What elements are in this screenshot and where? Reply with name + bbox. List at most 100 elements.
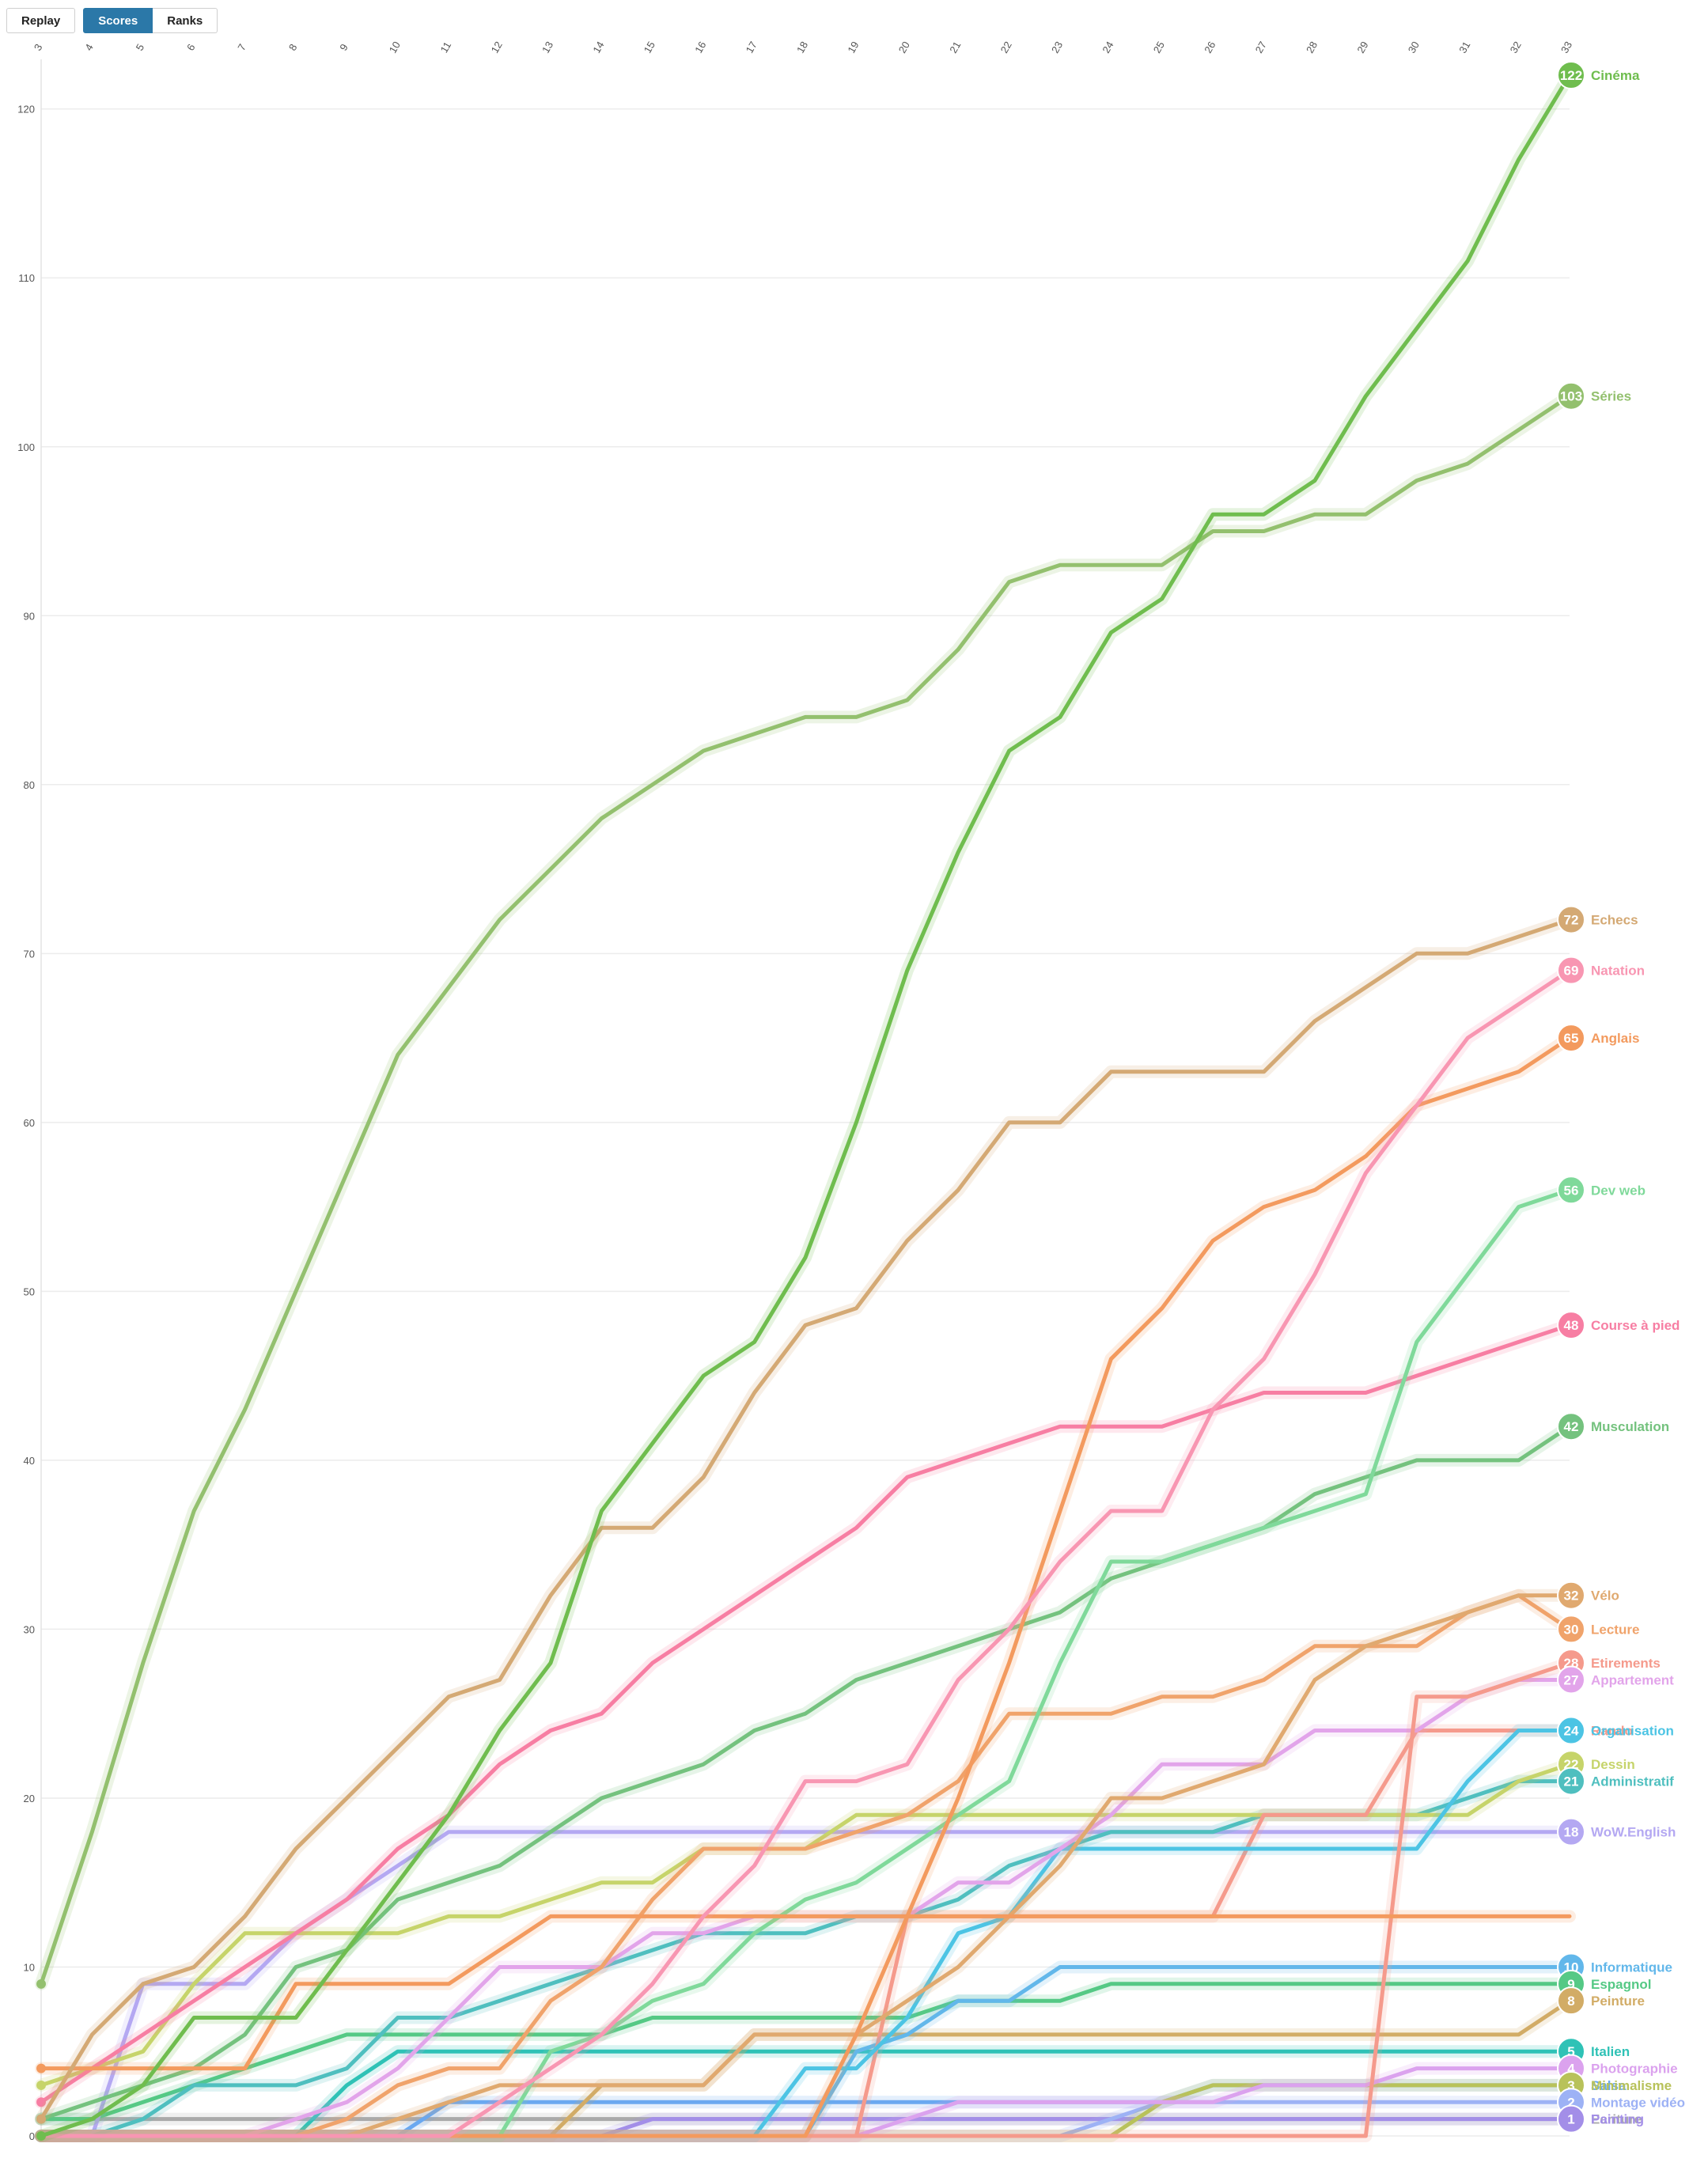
scores-tab[interactable]: Scores — [83, 8, 153, 33]
end-value-badge — [1557, 1665, 1585, 1695]
end-value-badge — [1557, 2104, 1585, 2134]
end-value-text: 30 — [1564, 1622, 1579, 1637]
series-name-label: Minimalisme — [1591, 2078, 1672, 2093]
end-value-text: 48 — [1564, 1318, 1579, 1333]
x-tick-label: 4 — [82, 42, 96, 53]
series-name-label: Espagnol — [1591, 1977, 1652, 1992]
x-tick-label: 26 — [1202, 40, 1218, 55]
x-tick-label: 7 — [235, 42, 248, 53]
x-tick-label: 32 — [1508, 40, 1524, 55]
series-line[interactable] — [39, 394, 1572, 1986]
y-tick-label: 0 — [29, 2130, 35, 2142]
y-tick-label: 100 — [17, 441, 35, 453]
series-name-label: Ecriture — [1591, 2112, 1642, 2127]
y-axis-ticks: 0 10 20 30 40 50 60 70 80 90 100 110 120 — [17, 104, 35, 2142]
y-tick-label: 80 — [24, 779, 35, 791]
series-name-label: Anglais — [1591, 1031, 1639, 1046]
end-value-badge — [1557, 1817, 1585, 1846]
x-tick-label: 3 — [32, 42, 45, 53]
end-value-text: 27 — [1564, 1672, 1579, 1687]
y-tick-label: 120 — [17, 104, 35, 115]
series-name-label: Dessin — [1591, 1757, 1635, 1772]
x-tick-label: 24 — [1100, 40, 1115, 55]
series-name-label: Salsa — [1591, 2078, 1627, 2093]
series-name-label: Séries — [1591, 389, 1631, 404]
series-line[interactable] — [39, 1323, 1572, 2104]
end-value-text: 2 — [1567, 2095, 1574, 2110]
end-value-badge — [1557, 1024, 1585, 1053]
end-value-text: 65 — [1564, 1031, 1579, 1046]
end-value-text: 24 — [1564, 1724, 1579, 1739]
end-value-text: 4 — [1567, 2062, 1575, 2077]
end-value-text: 3 — [1567, 2078, 1574, 2093]
y-tick-label: 30 — [24, 1623, 35, 1635]
end-value-badge — [1557, 61, 1585, 89]
series-name-label: Musculation — [1591, 1419, 1669, 1434]
ranks-tab[interactable]: Ranks — [153, 8, 218, 33]
series-line[interactable] — [39, 918, 1572, 2122]
end-value-text: 56 — [1564, 1183, 1579, 1198]
end-value-text: 5 — [1567, 2044, 1574, 2059]
x-tick-label: 25 — [1151, 40, 1167, 55]
series-name-label: Photographie — [1591, 2062, 1678, 2077]
x-tick-label: 13 — [540, 40, 555, 55]
end-value-text: 18 — [1564, 1825, 1579, 1840]
end-value-text: 122 — [1560, 68, 1582, 83]
end-value-badge — [1557, 1311, 1585, 1340]
series-line[interactable] — [39, 73, 1572, 2138]
end-value-text: 42 — [1564, 1419, 1579, 1434]
series-name-label: Organisation — [1591, 1724, 1674, 1739]
end-value-badge — [1557, 381, 1585, 411]
x-tick-label: 16 — [692, 40, 708, 55]
series-name-label: Lecture — [1591, 1622, 1639, 1637]
end-value-text: 1 — [1567, 2112, 1574, 2127]
x-tick-label: 17 — [744, 40, 759, 55]
series-name-label: Peinture — [1591, 1994, 1645, 2009]
series-name-label: Vélo — [1591, 1589, 1619, 1604]
series-start-point — [36, 2063, 46, 2073]
series-name-label: WoW.English — [1591, 1825, 1676, 1840]
y-tick-label: 70 — [24, 948, 35, 960]
replay-button[interactable]: Replay — [6, 8, 76, 33]
end-value-text: 103 — [1560, 389, 1582, 404]
y-tick-label: 20 — [24, 1793, 35, 1804]
series-line[interactable] — [39, 1424, 1572, 2122]
x-tick-label: 11 — [437, 40, 453, 55]
x-tick-label: 5 — [134, 42, 147, 53]
end-value-badge — [1557, 1767, 1585, 1796]
series-line[interactable] — [39, 1914, 1572, 2071]
y-tick-label: 50 — [24, 1286, 35, 1297]
series-line[interactable] — [39, 1982, 1572, 2122]
end-labels: 122 Cinéma 103 Séries 72 Echecs 69 Natation 65 An… — [1557, 61, 1685, 2134]
x-tick-label: 28 — [1304, 40, 1320, 55]
x-tick-label: 6 — [184, 42, 198, 53]
series-name-label: Etirements — [1591, 1656, 1661, 1671]
series-name-label: Course à pied — [1591, 1318, 1680, 1333]
x-tick-label: 12 — [489, 40, 505, 55]
series-line[interactable] — [39, 968, 1572, 2138]
end-value-badge — [1557, 1986, 1585, 2016]
x-tick-label: 14 — [590, 40, 606, 55]
x-tick-label: 33 — [1558, 40, 1574, 55]
end-value-text: 69 — [1564, 964, 1579, 979]
end-value-text: 32 — [1564, 1589, 1579, 1604]
end-value-badge — [1557, 1716, 1585, 1745]
series-start-point — [36, 2114, 46, 2124]
end-value-text: 8 — [1567, 1994, 1574, 2009]
x-tick-label: 31 — [1456, 40, 1472, 55]
x-tick-label: 9 — [337, 42, 350, 53]
series-name-label: Appartement — [1591, 1672, 1674, 1687]
series-start-point — [36, 2131, 46, 2141]
series-name-label: Rando — [1591, 1724, 1633, 1739]
x-tick-label: 27 — [1253, 40, 1269, 55]
y-tick-label: 90 — [24, 610, 35, 622]
y-tick-label: 110 — [18, 272, 35, 284]
grid — [40, 59, 1570, 2137]
y-tick-label: 60 — [24, 1117, 35, 1129]
y-tick-label: 40 — [24, 1455, 35, 1467]
series-lines — [35, 69, 1576, 2142]
x-tick-label: 23 — [1049, 40, 1065, 55]
end-value-text: 21 — [1564, 1774, 1579, 1789]
x-tick-label: 30 — [1406, 40, 1422, 55]
